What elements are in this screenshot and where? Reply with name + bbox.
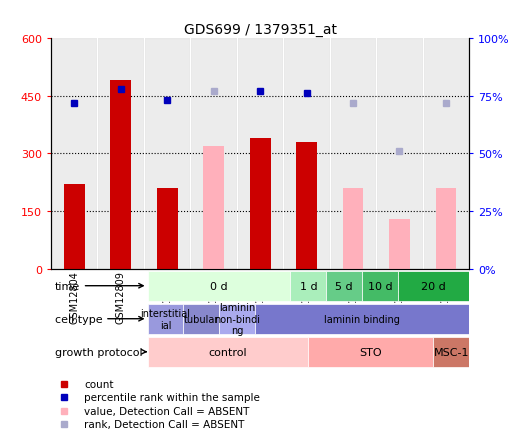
FancyBboxPatch shape xyxy=(433,337,468,367)
Text: value, Detection Call = ABSENT: value, Detection Call = ABSENT xyxy=(84,406,249,416)
Text: cell type: cell type xyxy=(54,314,143,324)
Bar xyxy=(203,146,223,269)
Bar xyxy=(144,39,190,269)
Text: 10 d: 10 d xyxy=(367,281,391,291)
FancyBboxPatch shape xyxy=(183,304,218,334)
Bar xyxy=(342,188,363,269)
Bar xyxy=(97,39,144,269)
Bar xyxy=(190,39,236,269)
Bar xyxy=(376,39,422,269)
Title: GDS699 / 1379351_at: GDS699 / 1379351_at xyxy=(183,23,336,36)
Bar xyxy=(435,188,456,269)
Text: laminin binding: laminin binding xyxy=(323,314,399,324)
Text: MSC-1: MSC-1 xyxy=(433,347,468,357)
Text: STO: STO xyxy=(359,347,381,357)
Text: control: control xyxy=(208,347,247,357)
FancyBboxPatch shape xyxy=(361,271,397,301)
FancyBboxPatch shape xyxy=(308,337,433,367)
Bar xyxy=(110,81,131,269)
Bar xyxy=(388,219,409,269)
Bar xyxy=(296,142,317,269)
Bar xyxy=(329,39,376,269)
Bar xyxy=(249,139,270,269)
Text: percentile rank within the sample: percentile rank within the sample xyxy=(84,393,260,402)
Text: time: time xyxy=(54,281,143,291)
Text: rank, Detection Call = ABSENT: rank, Detection Call = ABSENT xyxy=(84,419,244,429)
FancyBboxPatch shape xyxy=(290,271,326,301)
Text: 0 d: 0 d xyxy=(210,281,228,291)
FancyBboxPatch shape xyxy=(147,271,290,301)
FancyBboxPatch shape xyxy=(147,337,308,367)
FancyBboxPatch shape xyxy=(254,304,468,334)
Bar xyxy=(283,39,329,269)
FancyBboxPatch shape xyxy=(326,271,361,301)
Text: count: count xyxy=(84,379,114,389)
FancyBboxPatch shape xyxy=(218,304,254,334)
Bar xyxy=(51,39,97,269)
Bar xyxy=(156,188,177,269)
Text: 20 d: 20 d xyxy=(420,281,445,291)
Text: 5 d: 5 d xyxy=(334,281,352,291)
FancyBboxPatch shape xyxy=(147,304,183,334)
Text: 1 d: 1 d xyxy=(299,281,317,291)
FancyBboxPatch shape xyxy=(397,271,468,301)
Bar xyxy=(64,185,84,269)
Text: interstitial
ial: interstitial ial xyxy=(140,308,190,330)
Text: tubular: tubular xyxy=(183,314,218,324)
Text: laminin
non-bindi
ng: laminin non-bindi ng xyxy=(213,302,260,335)
Bar xyxy=(422,39,468,269)
Bar xyxy=(236,39,283,269)
Text: growth protocol: growth protocol xyxy=(54,347,146,357)
